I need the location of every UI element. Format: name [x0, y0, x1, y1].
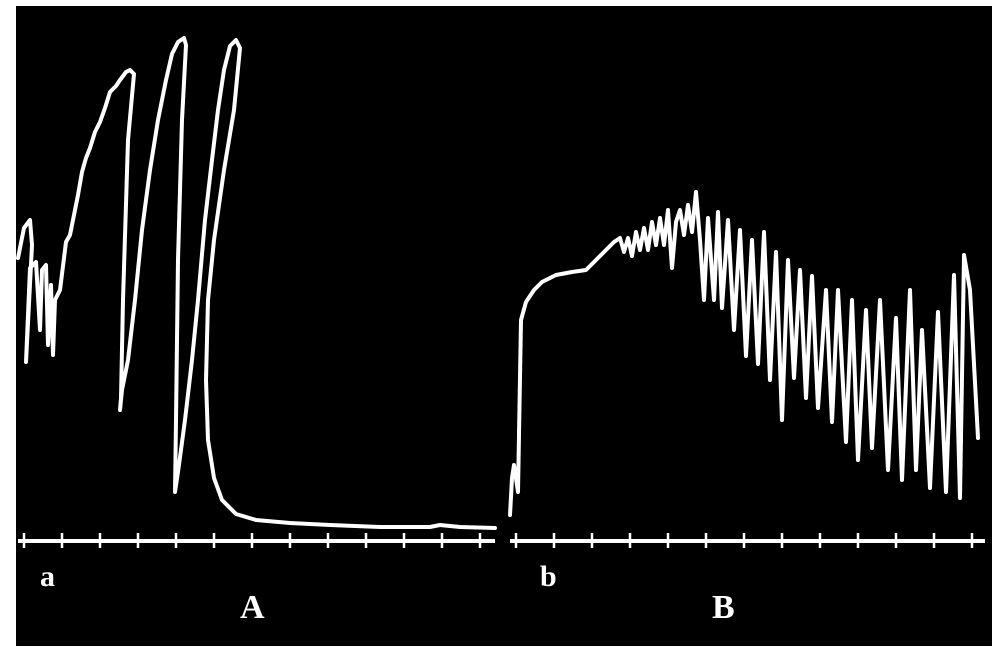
trace-start-label-b: b: [540, 560, 557, 593]
trace-panel-a: [16, 36, 497, 530]
trace-start-label-a: a: [40, 560, 55, 593]
panel-label-a: A: [240, 589, 265, 626]
panel-label-b: B: [712, 589, 735, 626]
time-ticks: [22, 533, 974, 548]
trace-panel-b: [508, 190, 980, 517]
